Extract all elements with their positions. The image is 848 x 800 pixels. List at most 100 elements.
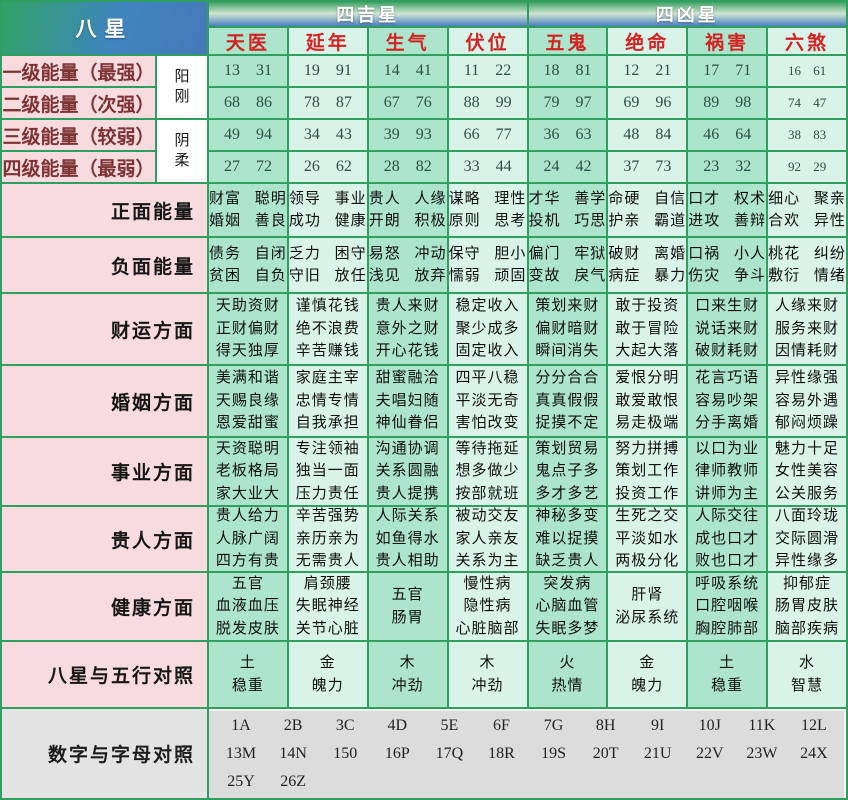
letter-pair: 9I bbox=[651, 716, 665, 734]
attribute-cell: 等待拖延 想多做少 按部就班 bbox=[448, 438, 527, 505]
attribute-cell: 沟通协调 关系圆融 贵人提携 bbox=[368, 438, 447, 505]
row-label: 正面能量 bbox=[2, 184, 207, 236]
star-name: 伏位 bbox=[448, 28, 527, 54]
attribute-cell: 土 稳重 bbox=[688, 642, 767, 707]
attribute-cell: 贵人给力 人脉广阔 四方有贵 bbox=[209, 507, 287, 571]
attribute-cell: 以口为业 律师教师 讲师为主 bbox=[688, 438, 767, 505]
letter-pair: 18R bbox=[488, 744, 515, 762]
attribute-cell: 抑郁症 肠胃皮肤 脑部疾病 bbox=[768, 573, 846, 640]
attribute-cell: 木 冲劲 bbox=[368, 642, 447, 707]
attribute-cell: 细心 聚亲 合欢 异性 bbox=[768, 184, 846, 236]
row-label: 事业方面 bbox=[2, 438, 207, 505]
attribute-cell: 辛苦强势 亲历亲为 无需贵人 bbox=[288, 507, 367, 571]
row-label: 负面能量 bbox=[2, 238, 207, 292]
row-label: 贵人方面 bbox=[2, 507, 207, 571]
attribute-cell: 敢于投资 敢于冒险 大起大落 bbox=[608, 294, 687, 364]
row-label: 八星与五行对照 bbox=[2, 642, 207, 707]
letter-pair: 2B bbox=[283, 716, 303, 734]
row-label: 财运方面 bbox=[2, 294, 207, 364]
attribute-cell: 神秘多变 难以捉摸 缺乏贵人 bbox=[528, 507, 607, 571]
letter-pair: 24X bbox=[800, 744, 828, 762]
row-label: 婚姻方面 bbox=[2, 366, 207, 436]
letter-pair: 4D bbox=[387, 716, 408, 734]
letter-pair: 20T bbox=[592, 744, 619, 762]
attribute-cell: 呼吸系统 口腔咽喉 胸腔肺部 bbox=[688, 573, 767, 640]
energy-value-cell: 23 32 bbox=[688, 152, 767, 182]
energy-value-cell: 49 94 bbox=[209, 120, 287, 150]
attribute-cell: 谨慎花钱 绝不浪费 辛苦赚钱 bbox=[288, 294, 367, 364]
attribute-cell: 五官 血液血压 脱发皮肤 bbox=[209, 573, 287, 640]
letter-pair: 25Y bbox=[227, 772, 255, 790]
energy-value-cell: 34 43 bbox=[288, 120, 367, 150]
letter-pair: 22V bbox=[696, 744, 724, 762]
energy-value-cell: 46 64 bbox=[688, 120, 767, 150]
attribute-cell: 火 热情 bbox=[528, 642, 607, 707]
group-header-auspicious: 四吉星 bbox=[209, 2, 527, 26]
energy-value-cell: 18 81 bbox=[528, 56, 607, 86]
attribute-cell: 四平八稳 平淡无奇 害怕改变 bbox=[448, 366, 527, 436]
attribute-cell: 口来生财 说话来财 破财耗财 bbox=[688, 294, 767, 364]
energy-value-cell: 68 86 bbox=[209, 88, 287, 118]
attribute-cell: 人际关系 如鱼得水 贵人相助 bbox=[368, 507, 447, 571]
letter-pair: 14N bbox=[279, 744, 307, 762]
star-name: 绝命 bbox=[608, 28, 687, 54]
attribute-cell: 策划贸易 鬼点子多 多才多艺 bbox=[528, 438, 607, 505]
star-name: 六煞 bbox=[768, 28, 846, 54]
attribute-cell: 人际交往 成也口才 败也口才 bbox=[688, 507, 767, 571]
energy-level-label: 一级能量（最强） bbox=[2, 56, 155, 86]
attribute-cell: 努力拼搏 策划工作 投资工作 bbox=[608, 438, 687, 505]
attribute-cell: 命硬 自信 护亲 霸道 bbox=[608, 184, 687, 236]
energy-value-cell: 36 63 bbox=[528, 120, 607, 150]
energy-value-cell: 37 73 bbox=[608, 152, 687, 182]
letter-pair: 26Z bbox=[280, 772, 306, 790]
attribute-cell: 八面玲珑 交际圆滑 异性缘多 bbox=[768, 507, 846, 571]
attribute-cell: 肝肾 泌尿系统 bbox=[608, 573, 687, 640]
attribute-cell: 口祸 小人 伤灾 争斗 bbox=[688, 238, 767, 292]
attribute-cell: 谋略 理性 原则 思考 bbox=[448, 184, 527, 236]
letter-pair: 1A bbox=[231, 716, 251, 734]
attribute-cell: 偏门 牢狱 变故 戾气 bbox=[528, 238, 607, 292]
attribute-cell: 水 智慧 bbox=[768, 642, 846, 707]
energy-value-cell: 11 22 bbox=[448, 56, 527, 86]
attribute-cell: 口才 权术 进攻 善辩 bbox=[688, 184, 767, 236]
attribute-cell: 分分合合 真真假假 捉摸不定 bbox=[528, 366, 607, 436]
energy-value-cell: 14 41 bbox=[368, 56, 447, 86]
letter-pair: 19S bbox=[541, 744, 566, 762]
attribute-cell: 债务 自闭 贫困 自负 bbox=[209, 238, 287, 292]
attribute-cell: 财富 聪明 婚姻 善良 bbox=[209, 184, 287, 236]
attribute-cell: 慢性病 隐性病 心脏脑部 bbox=[448, 573, 527, 640]
letter-pair: 16P bbox=[384, 744, 410, 762]
star-name: 祸害 bbox=[688, 28, 767, 54]
attribute-cell: 金 魄力 bbox=[608, 642, 687, 707]
letter-pair: 10J bbox=[698, 716, 721, 734]
attribute-cell: 才华 善学 投机 巧思 bbox=[528, 184, 607, 236]
attribute-cell: 魅力十足 女性美容 公关服务 bbox=[768, 438, 846, 505]
table-title: 八星 bbox=[2, 2, 207, 54]
energy-value-cell: 24 42 bbox=[528, 152, 607, 182]
energy-value-cell: 19 91 bbox=[288, 56, 367, 86]
letter-pair: 7G bbox=[543, 716, 564, 734]
attribute-cell: 破财 离婚 病症 暴力 bbox=[608, 238, 687, 292]
yang-gang-label: 阳 刚 bbox=[157, 56, 207, 118]
letter-pair: 5E bbox=[440, 716, 459, 734]
letters-label: 数字与字母对照 bbox=[2, 709, 207, 798]
attribute-cell: 土 稳重 bbox=[209, 642, 287, 707]
energy-value-cell: 13 31 bbox=[209, 56, 287, 86]
star-name: 五鬼 bbox=[528, 28, 607, 54]
energy-value-cell: 79 97 bbox=[528, 88, 607, 118]
letter-pair: 11K bbox=[748, 716, 776, 734]
energy-level-label: 三级能量（较弱） bbox=[2, 120, 155, 150]
letter-pair: 12L bbox=[801, 716, 827, 734]
letter-pair: 150 bbox=[333, 744, 358, 762]
energy-value-cell: 78 87 bbox=[288, 88, 367, 118]
energy-value-cell: 16 61 bbox=[768, 56, 846, 86]
energy-value-cell: 74 47 bbox=[768, 88, 846, 118]
star-name: 延年 bbox=[288, 28, 367, 54]
attribute-cell: 花言巧语 容易吵架 分手离婚 bbox=[688, 366, 767, 436]
attribute-cell: 木 冲劲 bbox=[448, 642, 527, 707]
energy-value-cell: 67 76 bbox=[368, 88, 447, 118]
attribute-cell: 稳定收入 聚少成多 固定收入 bbox=[448, 294, 527, 364]
group-header-inauspicious: 四凶星 bbox=[528, 2, 846, 26]
attribute-cell: 突发病 心脑血管 失眠多梦 bbox=[528, 573, 607, 640]
